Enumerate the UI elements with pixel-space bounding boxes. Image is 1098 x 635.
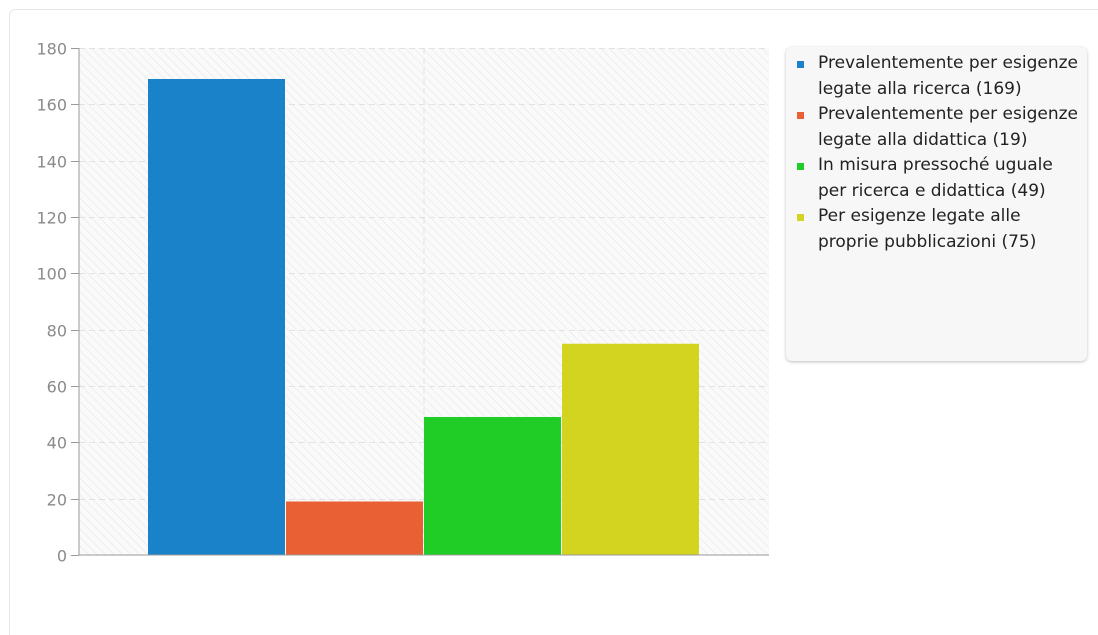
legend-swatch	[797, 61, 804, 68]
y-tick-label: 40	[47, 434, 67, 453]
legend-label: Prevalentemente per esigenze legate alla…	[818, 104, 1078, 150]
y-tick-label: 80	[47, 322, 67, 341]
y-tick-label: 160	[36, 96, 67, 115]
legend-swatch	[797, 214, 804, 221]
legend: Prevalentemente per esigenze legate alla…	[786, 47, 1087, 361]
y-tick-label: 20	[47, 491, 67, 510]
legend-item[interactable]: In misura pressoché uguale per ricerca e…	[797, 153, 1079, 204]
bar[interactable]	[562, 343, 699, 555]
legend-swatch	[797, 163, 804, 170]
legend-swatch	[797, 112, 804, 119]
legend-label: Prevalentemente per esigenze legate alla…	[818, 53, 1078, 99]
legend-item[interactable]: Per esigenze legate alle proprie pubblic…	[797, 204, 1079, 255]
bar[interactable]	[286, 501, 423, 555]
legend-item[interactable]: Prevalentemente per esigenze legate alla…	[797, 102, 1079, 153]
y-tick-label: 60	[47, 378, 67, 397]
y-tick-label: 140	[36, 153, 67, 172]
legend-label: In misura pressoché uguale per ricerca e…	[818, 155, 1053, 201]
legend-label: Per esigenze legate alle proprie pubblic…	[818, 206, 1037, 252]
y-tick-label: 180	[36, 40, 67, 59]
y-tick-label: 0	[57, 547, 67, 566]
axes	[78, 48, 769, 556]
bar[interactable]	[148, 78, 285, 555]
y-tick-label: 100	[36, 265, 67, 284]
bar[interactable]	[424, 416, 561, 555]
y-tick-label: 120	[36, 209, 67, 228]
bars	[148, 78, 699, 555]
y-axis-ticks: 0 20 40 60 80 100 120 140 160 180	[36, 40, 79, 566]
legend-item[interactable]: Prevalentemente per esigenze legate alla…	[797, 51, 1079, 102]
